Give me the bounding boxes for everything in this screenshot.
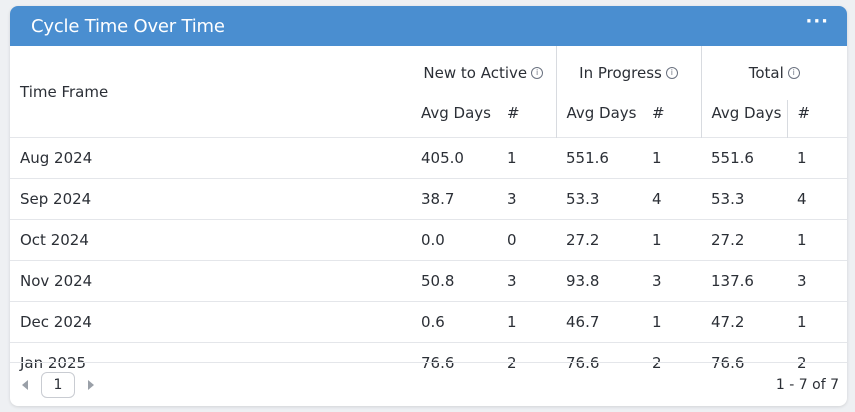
cycle-time-table: Time Frame New to Active i In Progress i T… <box>10 46 847 383</box>
pagination-bar: 1 1 - 7 of 7 <box>10 362 847 406</box>
info-icon[interactable]: i <box>787 66 800 79</box>
column-header-avg-days[interactable]: Avg Days <box>421 104 491 122</box>
next-page-icon[interactable] <box>88 379 94 390</box>
value-cell: 53.3 <box>701 178 787 220</box>
group-header-in-progress: In Progress i <box>555 46 701 100</box>
value-cell: 1 <box>642 219 701 261</box>
group-label: Total <box>748 64 784 82</box>
group-label: In Progress <box>579 64 662 82</box>
column-header-count[interactable]: # <box>652 104 665 122</box>
group-header-new-to-active: New to Active i <box>411 46 556 100</box>
value-cell: 551.6 <box>556 137 642 179</box>
time-frame-cell: Sep 2024 <box>10 178 411 220</box>
ellipsis-icon[interactable]: ··· <box>805 11 829 32</box>
value-cell: 4 <box>787 178 847 220</box>
value-cell: 50.8 <box>411 260 497 302</box>
value-cell: 3 <box>497 260 556 302</box>
value-cell: 4 <box>642 178 701 220</box>
column-header-avg-days[interactable]: Avg Days <box>700 100 787 138</box>
value-cell: 3 <box>497 178 556 220</box>
table-row[interactable]: Nov 2024 50.8 3 93.8 3 137.6 3 <box>10 260 847 302</box>
value-cell: 0 <box>497 219 556 261</box>
table-row[interactable]: Oct 2024 0.0 0 27.2 1 27.2 1 <box>10 219 847 261</box>
time-frame-header[interactable]: Time Frame <box>20 82 109 101</box>
value-cell: 1 <box>642 301 701 343</box>
table-row[interactable]: Jan 2025 76.6 2 76.6 2 76.6 2 <box>10 342 847 383</box>
value-cell: 1 <box>497 137 556 179</box>
value-cell: 1 <box>497 301 556 343</box>
table-row[interactable]: Aug 2024 405.0 1 551.6 1 551.6 1 <box>10 137 847 179</box>
value-cell: 3 <box>642 260 701 302</box>
time-frame-cell: Nov 2024 <box>10 260 411 302</box>
value-cell: 38.7 <box>411 178 497 220</box>
table-row[interactable]: Sep 2024 38.7 3 53.3 4 53.3 4 <box>10 178 847 220</box>
value-cell: 3 <box>787 260 847 302</box>
pagination-range: 1 - 7 of 7 <box>775 376 839 393</box>
value-cell: 93.8 <box>556 260 642 302</box>
value-cell: 47.2 <box>701 301 787 343</box>
value-cell: 137.6 <box>701 260 787 302</box>
value-cell: 1 <box>642 137 701 179</box>
value-cell: 1 <box>787 219 847 261</box>
value-cell: 405.0 <box>411 137 497 179</box>
value-cell: 551.6 <box>701 137 787 179</box>
info-icon[interactable]: i <box>531 66 544 79</box>
widget-header: Cycle Time Over Time ··· <box>10 6 847 46</box>
value-cell: 46.7 <box>556 301 642 343</box>
page-number-input[interactable]: 1 <box>41 371 75 398</box>
widget-title: Cycle Time Over Time <box>31 15 225 37</box>
time-frame-cell: Aug 2024 <box>10 137 411 179</box>
group-label: New to Active <box>423 64 528 82</box>
info-icon[interactable]: i <box>665 66 678 79</box>
value-cell: 1 <box>787 137 847 179</box>
time-frame-cell: Dec 2024 <box>10 301 411 343</box>
column-header-count[interactable]: # <box>507 104 520 122</box>
table-row[interactable]: Dec 2024 0.6 1 46.7 1 47.2 1 <box>10 301 847 343</box>
value-cell: 1 <box>787 301 847 343</box>
prev-page-icon[interactable] <box>22 379 28 390</box>
cycle-time-widget: Cycle Time Over Time ··· Time Frame New … <box>10 6 847 406</box>
column-header-avg-days[interactable]: Avg Days <box>555 100 642 138</box>
column-header-count[interactable]: # <box>786 100 847 138</box>
value-cell: 53.3 <box>556 178 642 220</box>
value-cell: 0.6 <box>411 301 497 343</box>
value-cell: 0.0 <box>411 219 497 261</box>
time-frame-cell: Oct 2024 <box>10 219 411 261</box>
value-cell: 27.2 <box>701 219 787 261</box>
group-header-total: Total i <box>700 46 847 100</box>
value-cell: 27.2 <box>556 219 642 261</box>
